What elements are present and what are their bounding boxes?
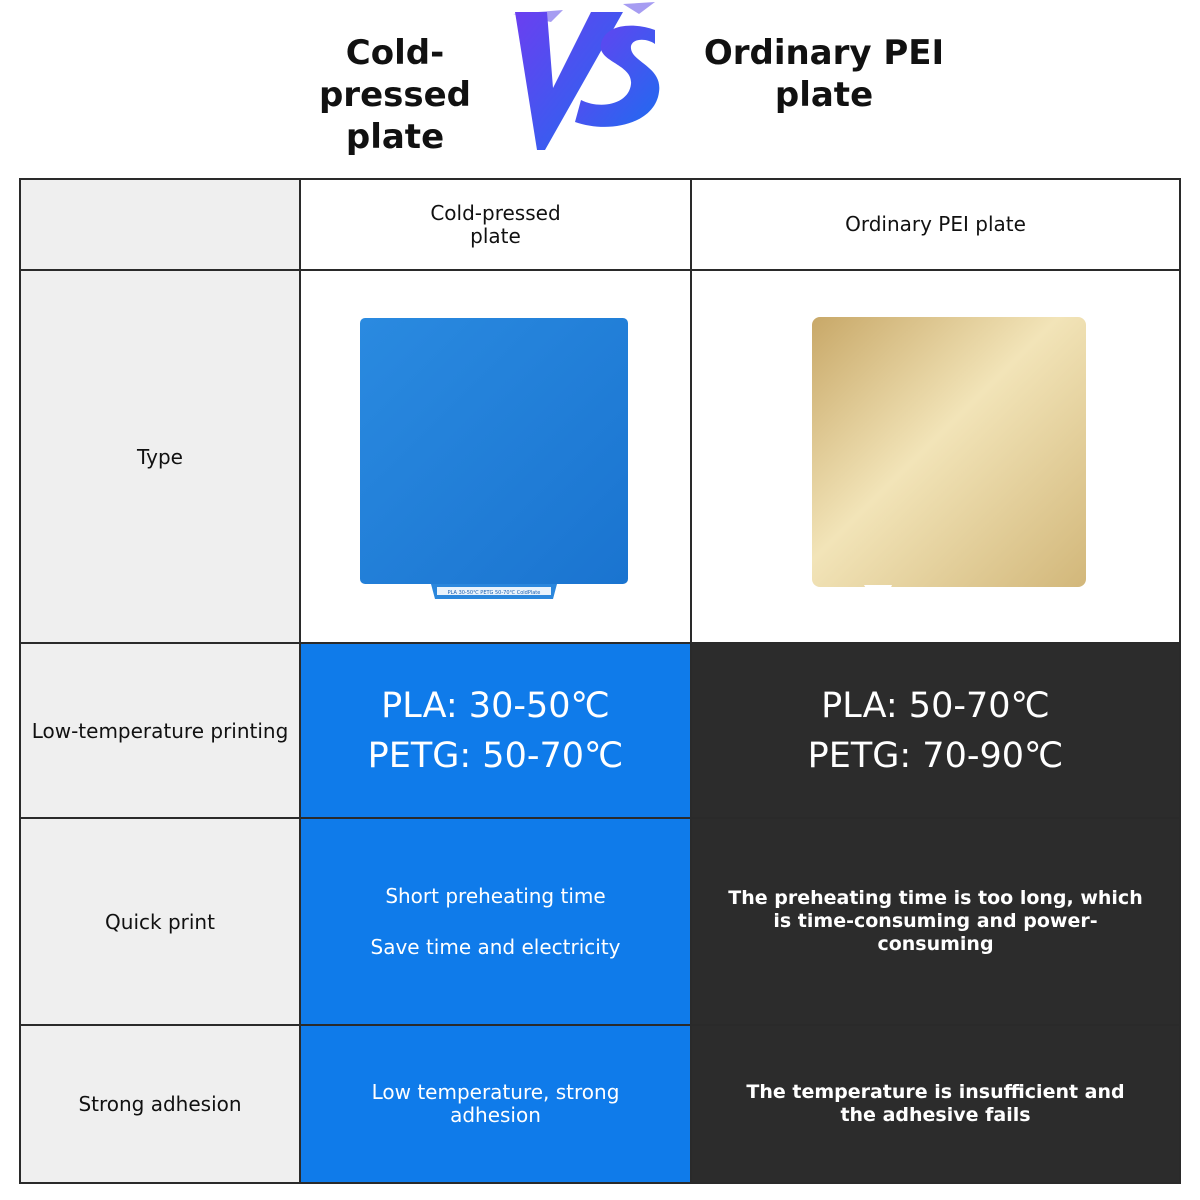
cold-quick-print-cell: Short preheating time Save time and elec… (301, 819, 690, 1024)
cold-adhesion-text: Low temperature, strong adhesion (371, 1080, 620, 1127)
row-label-adhesion: Strong adhesion (21, 1026, 299, 1182)
row-label-adhesion-text: Strong adhesion (78, 1092, 242, 1116)
row-label-type: Type (21, 271, 299, 642)
cold-pla-temp: PLA: 30-50℃ (381, 685, 610, 726)
cold-quick-print-line-1: Short preheating time (385, 883, 606, 908)
pei-plate-image-cell (692, 271, 1179, 642)
row-label-quick-print-text: Quick print (105, 909, 215, 934)
cold-adhesion-cell: Low temperature, strong adhesion (301, 1026, 690, 1182)
comparison-table: Cold-pressed plate Ordinary PEI plate Ty… (19, 178, 1181, 1184)
pei-adhesion-text: The temperature is insufficient and the … (746, 1081, 1125, 1126)
row-label-low-temp: Low-temperature printing (21, 644, 299, 817)
cold-plate-image-cell: PLA 30-50℃ PETG 50-70℃ ColdPlate (301, 271, 690, 642)
column-header-pei: Ordinary PEI plate (692, 180, 1179, 269)
cold-quick-print-line-2: Save time and electricity (370, 934, 621, 959)
pei-adhesion-cell: The temperature is insufficient and the … (692, 1026, 1179, 1182)
column-header-pei-text: Ordinary PEI plate (845, 212, 1026, 236)
table-corner-cell (21, 180, 299, 269)
pei-petg-temp: PETG: 70-90℃ (807, 735, 1064, 776)
vs-logo: VS (513, 2, 660, 150)
header-right-title: Ordinary PEI plate (703, 33, 945, 115)
pei-plate-image (812, 317, 1086, 595)
pei-quick-print-cell: The preheating time is too long, which i… (692, 819, 1179, 1024)
row-label-low-temp-text: Low-temperature printing (31, 718, 289, 743)
row-label-quick-print: Quick print (21, 819, 299, 1024)
column-header-cold-text: Cold-pressed plate (430, 200, 561, 248)
pei-quick-print-text: The preheating time is too long, which i… (728, 887, 1143, 955)
cold-plate-tab-text: PLA 30-50℃ PETG 50-70℃ ColdPlate (448, 590, 541, 596)
row-label-type-text: Type (137, 444, 183, 469)
cold-low-temp-cell: PLA: 30-50℃ PETG: 50-70℃ (301, 644, 690, 817)
pei-low-temp-cell: PLA: 50-70℃ PETG: 70-90℃ (692, 644, 1179, 817)
column-header-cold-pressed: Cold-pressed plate (301, 180, 690, 269)
pei-pla-temp: PLA: 50-70℃ (821, 685, 1050, 726)
cold-petg-temp: PETG: 50-70℃ (367, 735, 624, 776)
cold-plate-image: PLA 30-50℃ PETG 50-70℃ ColdPlate (360, 318, 628, 599)
header-left-title: Cold-pressed plate (318, 33, 472, 157)
